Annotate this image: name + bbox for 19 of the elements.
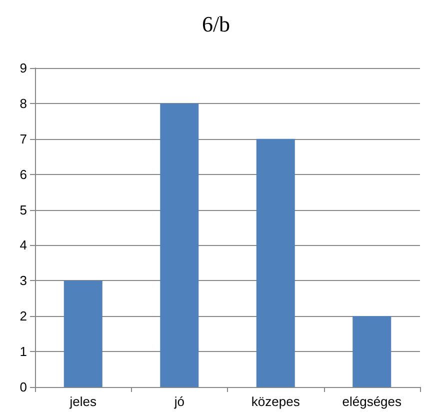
y-tick-label: 1	[20, 344, 27, 360]
x-tick-label: jeles	[68, 394, 97, 409]
y-tick-label: 4	[20, 238, 27, 253]
bar	[352, 316, 392, 387]
x-tick-label: jó	[173, 394, 184, 409]
bar	[256, 138, 295, 387]
y-tick-label: 5	[20, 202, 27, 218]
bar	[64, 280, 102, 387]
y-tick-label: 0	[20, 380, 27, 394]
y-tick-label: 2	[20, 308, 27, 324]
bar	[160, 103, 199, 387]
y-tick-label: 3	[20, 273, 27, 288]
y-tick-label: 7	[20, 131, 27, 146]
y-tick-label: 8	[20, 96, 27, 111]
x-tick-label: elégséges	[342, 394, 402, 409]
y-tick-label: 6	[20, 166, 27, 182]
x-tick-label: közepes	[251, 394, 300, 409]
y-tick-label: 9	[20, 60, 27, 76]
chart-title: 6/b	[202, 12, 230, 36]
